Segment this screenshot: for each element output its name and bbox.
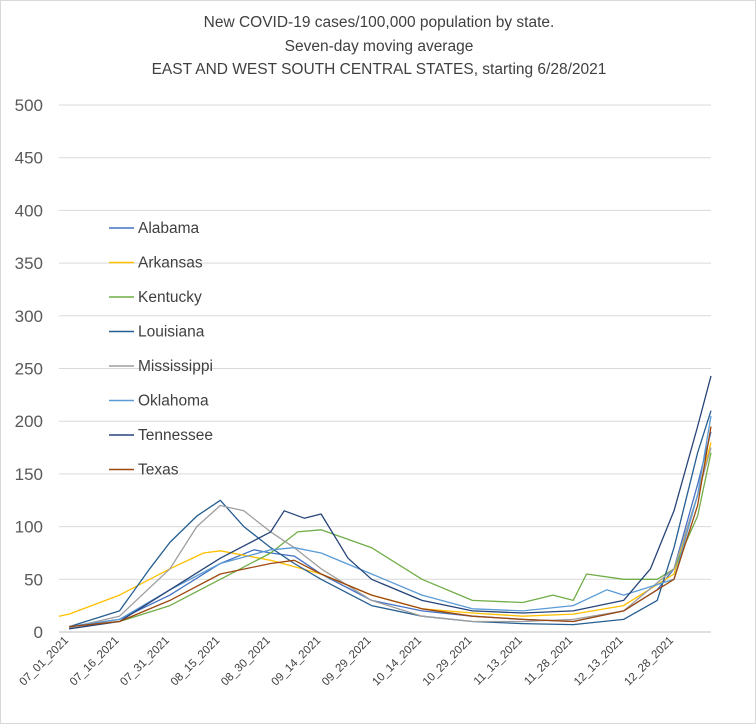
x-tick-label: 10_14_2021 <box>370 635 424 689</box>
y-tick-label: 100 <box>15 518 43 537</box>
series-line-texas <box>69 426 712 628</box>
series-line-louisiana <box>68 410 712 628</box>
x-tick-label: 12_13_2021 <box>572 635 626 689</box>
legend-label-mississippi: Mississippi <box>138 358 213 375</box>
y-tick-label: 450 <box>15 149 43 168</box>
series-line-tennessee <box>69 375 712 630</box>
x-tick-label: 11_28_2021 <box>522 635 575 688</box>
x-tick-label: 10_29_2021 <box>421 635 475 689</box>
y-axis-tick-labels: 0 50 100 150 200 250 300 350 400 450 500 <box>15 96 43 642</box>
legend-label-kentucky: Kentucky <box>138 289 202 306</box>
y-tick-label: 300 <box>15 307 43 326</box>
x-tick-label: 11_13_2021 <box>472 635 525 688</box>
y-tick-label: 250 <box>15 360 43 379</box>
series-line-kentucky <box>69 452 712 628</box>
x-tick-label: 08_15_2021 <box>169 635 223 689</box>
legend-label-alabama: Alabama <box>138 220 200 237</box>
y-tick-label: 50 <box>24 570 43 589</box>
y-tick-label: 150 <box>15 465 43 484</box>
chart-title-line-2: Seven-day moving average <box>285 38 474 55</box>
series-line-oklahoma <box>69 415 712 628</box>
chart-title-line-1: New COVID-19 cases/100,000 population by… <box>204 14 555 31</box>
gridlines <box>59 104 711 633</box>
x-tick-label: 07_31_2021 <box>118 635 172 689</box>
y-tick-label: 350 <box>15 254 43 273</box>
x-tick-label: 12_28_2021 <box>622 635 676 689</box>
y-tick-label: 400 <box>15 201 43 220</box>
series-lines <box>58 375 712 630</box>
x-tick-label: 09_29_2021 <box>320 635 374 689</box>
y-tick-label: 0 <box>34 623 43 642</box>
legend-label-arkansas: Arkansas <box>138 255 203 272</box>
y-tick-label: 500 <box>15 96 43 115</box>
legend-label-oklahoma: Oklahoma <box>138 393 209 410</box>
legend-label-louisiana: Louisiana <box>138 324 205 341</box>
legend-label-tennessee: Tennessee <box>138 427 213 444</box>
chart-title-line-3: EAST AND WEST SOUTH CENTRAL STATES, star… <box>152 61 607 78</box>
legend: Alabama Arkansas Kentucky Louisiana Mississi… <box>109 220 213 479</box>
x-axis-tick-labels: 07_01_202107_16_202107_31_202108_15_2021… <box>17 635 676 689</box>
series-line-alabama <box>69 431 712 628</box>
x-tick-label: 08_30_2021 <box>219 635 273 689</box>
legend-label-texas: Texas <box>138 462 179 479</box>
y-tick-label: 200 <box>15 412 43 431</box>
x-tick-label: 09_14_2021 <box>270 635 324 689</box>
x-tick-label: 07_16_2021 <box>68 635 122 689</box>
x-tick-label: 07_01_2021 <box>17 635 71 689</box>
